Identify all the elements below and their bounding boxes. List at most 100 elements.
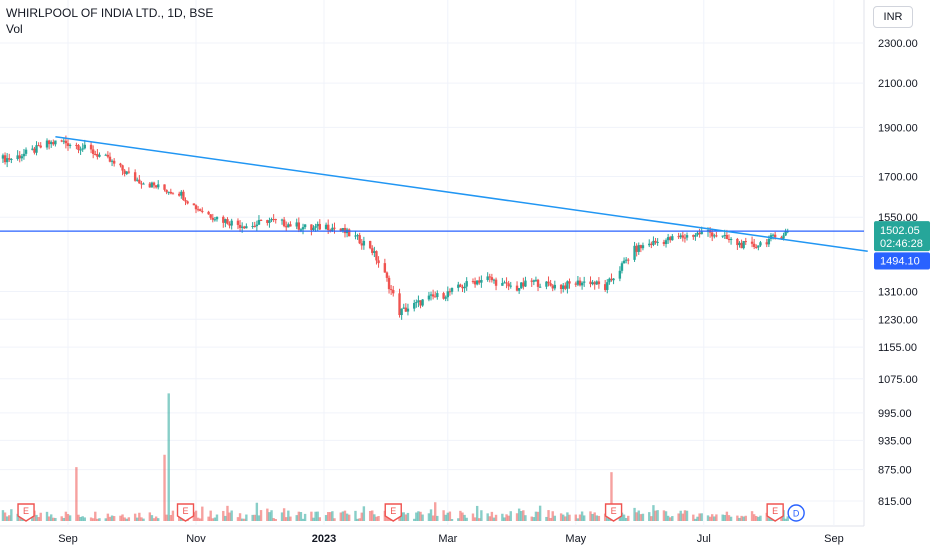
volume-bar xyxy=(442,510,445,521)
dividend-marker: D xyxy=(787,504,805,522)
volume-bar xyxy=(238,513,242,521)
candle xyxy=(251,222,254,229)
candle-body xyxy=(520,282,523,289)
volume-bar xyxy=(398,514,401,521)
candle-body xyxy=(473,281,477,285)
x-tick-label: 2023 xyxy=(312,533,336,545)
candle-body xyxy=(505,282,508,284)
candle xyxy=(402,303,405,309)
candle xyxy=(228,221,231,229)
candle xyxy=(576,276,580,287)
volume-bar xyxy=(310,511,313,521)
volume-bar xyxy=(368,510,372,521)
candle-body xyxy=(385,272,389,278)
volume-label[interactable]: Vol xyxy=(6,22,23,36)
candle-body xyxy=(398,293,401,316)
volume-bar xyxy=(211,518,214,521)
candle xyxy=(564,282,567,291)
candle-body xyxy=(700,231,703,235)
volume-bar xyxy=(347,514,351,521)
volume-bar xyxy=(329,512,332,521)
candle-body xyxy=(230,220,233,226)
volume-bar xyxy=(591,513,594,521)
earnings-label: E xyxy=(772,506,778,516)
volume-bar xyxy=(652,505,655,521)
candle xyxy=(505,277,508,289)
candle-body xyxy=(35,145,38,153)
candle-body xyxy=(771,234,775,236)
candle xyxy=(104,153,107,156)
volume-bar xyxy=(417,511,420,521)
candle xyxy=(1,153,5,163)
candle xyxy=(77,144,80,154)
candle xyxy=(215,216,219,222)
candle xyxy=(287,222,290,228)
candle xyxy=(259,219,263,221)
candle-body xyxy=(471,281,475,283)
candle xyxy=(603,279,607,292)
currency-selector[interactable]: INR xyxy=(873,6,913,28)
volume-bar xyxy=(650,516,653,521)
candle-body xyxy=(534,279,538,281)
volume-bar xyxy=(633,507,636,521)
volume-bar xyxy=(696,516,699,521)
candle-body xyxy=(226,219,229,224)
candle-body xyxy=(532,280,536,282)
candle-body xyxy=(767,238,771,245)
candle-body xyxy=(8,158,11,160)
candle-body xyxy=(54,140,57,145)
candle xyxy=(184,197,187,206)
volume-bar xyxy=(448,511,452,521)
candle-body xyxy=(679,235,682,238)
volume-bar xyxy=(671,516,674,521)
volume-bar xyxy=(299,512,303,521)
candle-body xyxy=(559,284,563,290)
volume-bar xyxy=(515,513,519,521)
candle-body xyxy=(669,237,672,241)
candle-body xyxy=(603,284,607,290)
candle xyxy=(3,152,7,165)
volume-bar xyxy=(434,502,437,521)
candle xyxy=(301,223,305,235)
volume-bar xyxy=(603,513,607,521)
volume-bar xyxy=(375,516,378,521)
candle xyxy=(207,210,210,215)
candle-body xyxy=(222,216,225,223)
trendline xyxy=(55,135,868,252)
candle-body xyxy=(538,286,542,288)
candle xyxy=(461,284,464,293)
candle xyxy=(368,240,372,250)
candle-body xyxy=(576,280,580,285)
volume-bar xyxy=(597,515,601,521)
volume-bar xyxy=(282,508,286,521)
candle xyxy=(62,138,66,145)
candle-body xyxy=(536,279,540,287)
candle-body xyxy=(224,219,227,223)
volume-bar xyxy=(303,513,307,521)
volume-bar xyxy=(593,512,596,521)
candle-body xyxy=(24,149,28,154)
candle xyxy=(429,291,433,301)
candle-body xyxy=(371,248,374,253)
volume-bar xyxy=(52,517,55,521)
volume-bar xyxy=(694,518,697,521)
candle-body xyxy=(459,284,462,287)
candle-body xyxy=(10,159,13,161)
volume-bar xyxy=(318,517,322,521)
candle xyxy=(230,218,233,230)
candle xyxy=(347,228,351,237)
candle-body xyxy=(31,148,34,150)
candle-body xyxy=(163,184,166,190)
earnings-icon xyxy=(384,503,402,522)
candle xyxy=(75,142,78,150)
candle xyxy=(784,228,787,237)
candle-body xyxy=(333,227,336,229)
candle xyxy=(522,277,525,290)
volume-bar xyxy=(387,518,391,521)
candle-body xyxy=(595,281,598,285)
candle xyxy=(444,295,447,302)
volume-bar xyxy=(610,472,613,521)
candle xyxy=(721,235,724,239)
